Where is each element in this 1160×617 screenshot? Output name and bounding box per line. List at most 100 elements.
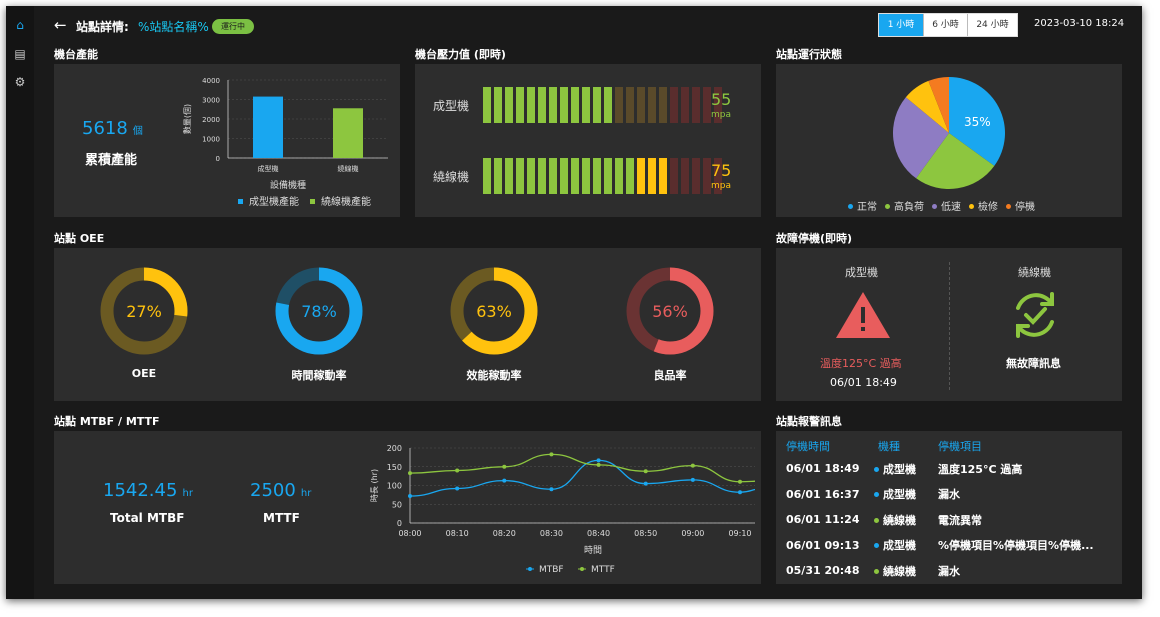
- gauge-arc: [626, 267, 714, 355]
- fault-time-molding: 06/01 18:49: [830, 376, 897, 389]
- bar-ylabel: 數量(個): [182, 104, 192, 134]
- alarm-row[interactable]: 05/31 20:48 繞線機 漏水: [778, 558, 1094, 584]
- pressure-segment: [648, 158, 656, 194]
- alarm-row[interactable]: 06/01 18:49 成型機 溫度125°C 過高: [778, 456, 1094, 482]
- fault-machine-name-molding: 成型機: [845, 266, 878, 279]
- alarm-machine-label: 成型機: [883, 462, 916, 476]
- pie-legend-dot: [932, 204, 937, 209]
- status-pie-chart: [893, 77, 1005, 189]
- machine-dot-icon: [874, 568, 879, 574]
- alarm-item: 電流異常: [938, 513, 982, 527]
- alarm-row[interactable]: 06/01 09:13 成型機 %停機項目%停機項目%停機...: [778, 533, 1094, 559]
- pressure-segment: [681, 87, 689, 123]
- mtbf-label: Total MTBF: [110, 511, 185, 525]
- pressure-segment: [604, 87, 612, 123]
- line-legend-label: MTTF: [591, 565, 615, 575]
- alarm-section-title: 站點報警訊息: [776, 415, 842, 428]
- pressure-segment: [703, 87, 711, 123]
- pressure-segment: [681, 158, 689, 194]
- alarm-header-machine: 機種: [878, 440, 900, 453]
- pie-slice-低速: [893, 97, 949, 179]
- alarm-machine: 成型機: [874, 456, 938, 482]
- line-ytick-label: 200: [387, 444, 402, 453]
- pressure-segment: [571, 87, 579, 123]
- total-capacity-unit: 個: [132, 126, 143, 137]
- line-xtick-label: 08:40: [587, 529, 610, 538]
- line-ytick-label: 0: [397, 519, 402, 528]
- gauge-label: OEE: [131, 367, 157, 380]
- bar-成型機產能: [253, 96, 283, 158]
- page-title: 站點詳情:: [76, 20, 129, 34]
- total-capacity-label: 累積產能: [85, 153, 138, 168]
- tab-6h[interactable]: 6 小時: [923, 14, 967, 36]
- back-arrow-icon[interactable]: ←: [54, 16, 67, 34]
- pressure-segment: [538, 87, 546, 123]
- alarm-row[interactable]: 06/01 16:37 成型機 漏水: [778, 482, 1094, 508]
- machine-dot-icon: [874, 466, 879, 472]
- alarm-machine: 成型機: [874, 533, 938, 559]
- pressure-segment: [571, 158, 579, 194]
- pressure-segment: [659, 87, 667, 123]
- bar-xtick-label: 成型機: [258, 164, 279, 173]
- pie-legend-dot: [848, 204, 853, 209]
- machine-dot-icon: [874, 492, 879, 498]
- pie-legend-label: 停機: [1015, 202, 1035, 213]
- line-legend-label: MTBF: [539, 565, 564, 575]
- alarm-time: 06/01 09:13: [786, 538, 860, 552]
- pressure-segment: [604, 158, 612, 194]
- line-ytick-label: 100: [387, 482, 402, 491]
- line-xtick-label: 08:30: [540, 529, 563, 538]
- warning-triangle-icon: [834, 290, 892, 344]
- pressure-segment: [692, 87, 700, 123]
- alarm-machine-label: 繞線機: [883, 513, 916, 527]
- alarm-time: 06/01 18:49: [786, 462, 860, 476]
- pressure-segment: [714, 87, 722, 123]
- pressure-segment: [549, 87, 557, 123]
- bar-legend-label: 成型機產能: [249, 195, 299, 208]
- sidebar: ⌂ ▤ ⚙: [6, 6, 34, 599]
- tab-1h[interactable]: 1 小時: [879, 14, 923, 36]
- pressure-segment: [494, 87, 502, 123]
- pressure-segment: [549, 158, 557, 194]
- alarm-machine-label: 繞線機: [883, 564, 916, 578]
- pressure-segment: [516, 158, 524, 194]
- gauge-1: 78%: [275, 267, 363, 355]
- line-point-MTTF: [408, 471, 412, 476]
- alarm-machine-label: 成型機: [883, 539, 916, 553]
- bar-ytick-label: 3000: [202, 97, 220, 105]
- pressure-segment: [516, 87, 524, 123]
- pressure-unit-winding: mpa: [711, 181, 731, 191]
- gauge-value: 63%: [476, 302, 512, 321]
- line-point-MTTF: [738, 479, 742, 484]
- pie-slice-正常: [949, 77, 1005, 166]
- bar-xtick-label: 繞線機: [338, 164, 359, 173]
- settings-icon[interactable]: ⚙: [14, 75, 26, 89]
- bar-ytick-label: 4000: [202, 77, 220, 85]
- gauge-label: 效能稼動率: [466, 369, 522, 382]
- pressure-meter-winding: [483, 158, 722, 194]
- pressure-segment: [703, 158, 711, 194]
- alarm-time: 06/01 11:24: [786, 513, 860, 527]
- alarm-item: %停機項目%停機項目%停機...: [938, 539, 1094, 553]
- home-icon[interactable]: ⌂: [16, 18, 24, 32]
- line-point-MTBF: [502, 478, 507, 483]
- message-icon[interactable]: ▤: [14, 47, 26, 61]
- pressure-segment: [582, 158, 590, 194]
- alarm-row[interactable]: 06/01 11:24 繞線機 電流異常: [778, 507, 1094, 533]
- alarm-machine: 繞線機: [874, 507, 938, 533]
- tab-24h[interactable]: 24 小時: [967, 14, 1017, 36]
- gauge-value: 27%: [126, 302, 162, 321]
- mtbf-line-chart: 0 50 100 150 200 08:00 08:10 08:20 08:30 08:40 08:…: [370, 444, 755, 575]
- line-ytick-label: 50: [392, 500, 402, 509]
- pressure-segment: [714, 158, 722, 194]
- pressure-segment: [527, 158, 535, 194]
- pie-legend-label: 正常: [857, 202, 877, 213]
- alarm-header-time: 停機時間: [786, 440, 830, 453]
- bar-xlabel: 設備機種: [270, 179, 306, 191]
- line-point-MTBF: [738, 490, 742, 495]
- mtbf-value: 1542.45: [103, 480, 178, 501]
- pressure-section-title: 機台壓力值 (即時): [415, 48, 506, 61]
- pressure-segment: [615, 158, 623, 194]
- line-point-MTTF: [502, 464, 507, 469]
